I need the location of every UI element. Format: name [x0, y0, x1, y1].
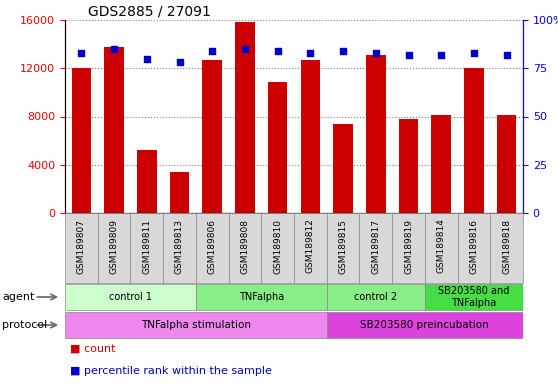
Bar — [431, 115, 451, 213]
Bar — [366, 55, 386, 213]
Point — [273, 48, 282, 54]
Text: GSM189812: GSM189812 — [306, 218, 315, 273]
Text: GSM189818: GSM189818 — [502, 218, 511, 273]
Point — [109, 46, 118, 52]
Text: TNFalpha: TNFalpha — [239, 292, 284, 302]
Bar — [196, 213, 229, 283]
Text: SB203580 preincubation: SB203580 preincubation — [360, 320, 489, 330]
Bar — [294, 213, 327, 283]
Bar — [137, 150, 157, 213]
Text: GSM189809: GSM189809 — [109, 218, 118, 273]
Bar — [490, 213, 523, 283]
Bar — [425, 283, 523, 310]
Point — [404, 52, 413, 58]
Bar — [327, 311, 523, 338]
Bar — [458, 213, 490, 283]
Point — [240, 46, 249, 52]
Bar — [235, 22, 255, 213]
Bar — [196, 283, 327, 310]
Bar — [392, 213, 425, 283]
Bar — [131, 213, 163, 283]
Text: GSM189808: GSM189808 — [240, 218, 249, 273]
Bar — [497, 115, 517, 213]
Bar — [359, 213, 392, 283]
Bar — [98, 213, 131, 283]
Point — [469, 50, 478, 56]
Bar — [333, 124, 353, 213]
Text: GSM189817: GSM189817 — [371, 218, 381, 273]
Text: GSM189806: GSM189806 — [208, 218, 217, 273]
Text: SB203580 and
TNFalpha: SB203580 and TNFalpha — [438, 286, 509, 308]
Text: ■ count: ■ count — [70, 344, 116, 354]
Bar — [104, 46, 124, 213]
Bar — [65, 213, 98, 283]
Bar — [65, 283, 196, 310]
Text: GSM189807: GSM189807 — [77, 218, 86, 273]
Text: GSM189810: GSM189810 — [273, 218, 282, 273]
Point — [306, 50, 315, 56]
Bar — [229, 213, 261, 283]
Point — [142, 56, 151, 62]
Bar — [261, 213, 294, 283]
Point — [437, 52, 446, 58]
Point — [502, 52, 511, 58]
Bar — [398, 119, 418, 213]
Text: ■ percentile rank within the sample: ■ percentile rank within the sample — [70, 366, 272, 376]
Text: GSM189814: GSM189814 — [437, 218, 446, 273]
Text: GSM189813: GSM189813 — [175, 218, 184, 273]
Bar — [170, 172, 189, 213]
Text: control 2: control 2 — [354, 292, 397, 302]
Bar — [65, 311, 327, 338]
Bar — [163, 213, 196, 283]
Bar — [327, 213, 359, 283]
Bar — [327, 283, 425, 310]
Bar — [425, 213, 458, 283]
Text: TNFalpha stimulation: TNFalpha stimulation — [141, 320, 251, 330]
Bar — [71, 68, 91, 213]
Point — [208, 48, 217, 54]
Bar — [464, 68, 484, 213]
Text: GSM189819: GSM189819 — [404, 218, 413, 273]
Text: protocol: protocol — [2, 320, 47, 330]
Bar — [203, 60, 222, 213]
Text: GSM189816: GSM189816 — [469, 218, 478, 273]
Point — [175, 60, 184, 66]
Text: GDS2885 / 27091: GDS2885 / 27091 — [88, 5, 211, 19]
Bar — [301, 60, 320, 213]
Text: agent: agent — [2, 292, 35, 302]
Point — [339, 48, 348, 54]
Text: GSM189815: GSM189815 — [339, 218, 348, 273]
Point — [77, 50, 86, 56]
Text: control 1: control 1 — [109, 292, 152, 302]
Point — [371, 50, 380, 56]
Text: GSM189811: GSM189811 — [142, 218, 151, 273]
Bar — [268, 81, 287, 213]
